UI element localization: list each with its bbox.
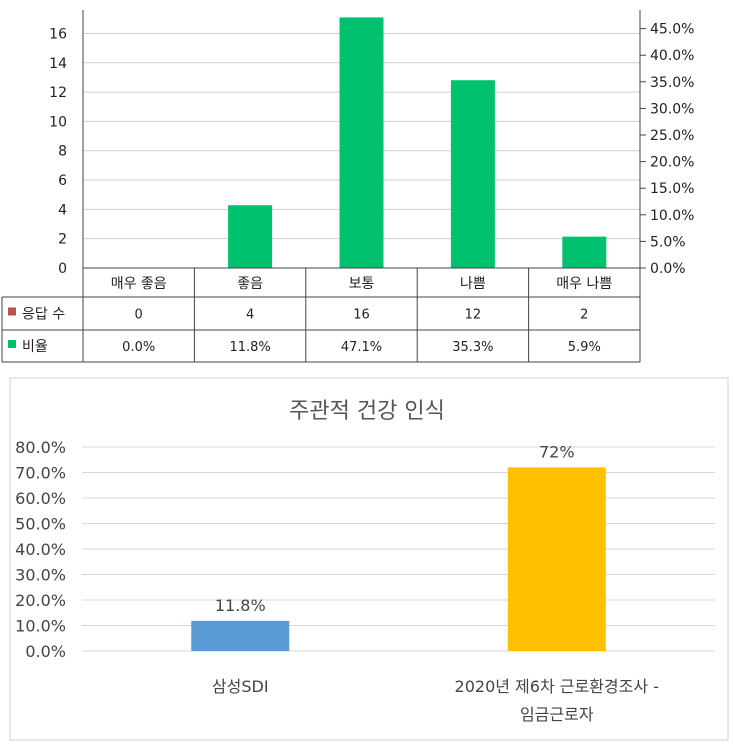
y-right-tick-label: 0.0% bbox=[650, 261, 686, 277]
y-left-tick-label: 10 bbox=[49, 114, 67, 130]
table-cell: 16 bbox=[353, 308, 370, 323]
y-right-tick-label: 25.0% bbox=[650, 128, 694, 144]
y-tick-label: 10.0% bbox=[15, 617, 66, 636]
chart2-title: 주관적 건강 인식 bbox=[289, 399, 445, 424]
legend-swatch bbox=[8, 307, 16, 316]
y-right-tick-label: 10.0% bbox=[650, 208, 694, 224]
y-tick-label: 70.0% bbox=[15, 464, 66, 483]
category-label: 보통 bbox=[349, 276, 375, 292]
table-cell: 5.9% bbox=[568, 340, 601, 355]
table-cell: 2 bbox=[580, 308, 588, 323]
data-label: 72% bbox=[539, 442, 575, 461]
y-tick-label: 0.0% bbox=[25, 642, 66, 661]
y-left-tick-label: 6 bbox=[58, 173, 67, 189]
category-label: 나쁨 bbox=[460, 276, 486, 292]
table-cell: 4 bbox=[246, 308, 254, 323]
table-cell: 12 bbox=[465, 308, 482, 323]
bar bbox=[507, 467, 606, 651]
y-tick-label: 20.0% bbox=[15, 591, 66, 610]
bar bbox=[228, 205, 273, 268]
y-left-tick-label: 2 bbox=[58, 232, 67, 248]
y-left-tick-label: 16 bbox=[49, 26, 67, 42]
category-label: 매우 좋음 bbox=[111, 276, 167, 292]
y-right-tick-label: 30.0% bbox=[650, 101, 694, 117]
y-tick-label: 50.0% bbox=[15, 515, 66, 534]
category-label: 임금근로자 bbox=[520, 705, 594, 724]
chart2-frame bbox=[9, 377, 729, 741]
table-cell: 0.0% bbox=[122, 340, 155, 355]
category-label: 2020년 제6차 근로환경조사 - bbox=[455, 677, 659, 696]
table-cell: 47.1% bbox=[341, 340, 382, 355]
table-cell: 0 bbox=[135, 308, 143, 323]
response-chart: 02468101214160.0%5.0%10.0%15.0%20.0%25.0… bbox=[1, 10, 694, 363]
y-left-tick-label: 0 bbox=[58, 261, 67, 277]
y-tick-label: 40.0% bbox=[15, 540, 66, 559]
y-right-tick-label: 20.0% bbox=[650, 155, 694, 171]
data-label: 11.8% bbox=[215, 596, 266, 615]
bar bbox=[191, 620, 290, 651]
legend-label: 비율 bbox=[22, 339, 48, 355]
category-label: 매우 나쁨 bbox=[556, 276, 612, 292]
bar bbox=[562, 236, 607, 268]
y-left-tick-label: 12 bbox=[49, 85, 67, 101]
bar bbox=[450, 80, 495, 268]
y-tick-label: 30.0% bbox=[15, 566, 66, 585]
table-cell: 11.8% bbox=[229, 340, 270, 355]
y-tick-label: 80.0% bbox=[15, 438, 66, 457]
y-left-tick-label: 8 bbox=[58, 144, 67, 160]
y-right-tick-label: 45.0% bbox=[650, 22, 694, 38]
category-label: 삼성SDI bbox=[212, 677, 269, 696]
y-right-tick-label: 35.0% bbox=[650, 75, 694, 91]
legend-label: 응답 수 bbox=[22, 307, 65, 323]
category-label: 좋음 bbox=[237, 276, 263, 292]
y-tick-label: 60.0% bbox=[15, 489, 66, 508]
y-right-tick-label: 15.0% bbox=[650, 181, 694, 197]
y-left-tick-label: 14 bbox=[49, 56, 67, 72]
y-right-tick-label: 5.0% bbox=[650, 234, 686, 250]
bar bbox=[339, 17, 384, 269]
y-left-tick-label: 4 bbox=[58, 202, 67, 218]
table-cell: 35.3% bbox=[452, 340, 493, 355]
legend-swatch bbox=[8, 340, 16, 348]
y-right-tick-label: 40.0% bbox=[650, 48, 694, 64]
